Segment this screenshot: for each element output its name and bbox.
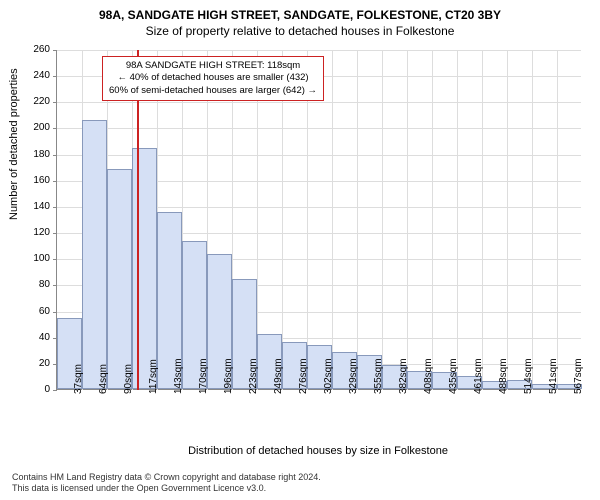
histogram-bar bbox=[132, 148, 157, 389]
ytick-label: 120 bbox=[20, 227, 50, 238]
gridline-v bbox=[357, 50, 358, 390]
xtick-label: 567sqm bbox=[573, 358, 584, 394]
gridline-h bbox=[57, 128, 581, 129]
ytick-mark bbox=[53, 207, 57, 208]
ytick-label: 160 bbox=[20, 175, 50, 186]
gridline-v bbox=[507, 50, 508, 390]
xtick-label: 435sqm bbox=[448, 358, 459, 394]
ytick-label: 40 bbox=[20, 332, 50, 343]
annotation-line1: 98A SANDGATE HIGH STREET: 118sqm bbox=[109, 60, 317, 72]
attribution-text: Contains HM Land Registry data © Crown c… bbox=[12, 472, 321, 495]
xtick-label: 37sqm bbox=[73, 364, 84, 394]
ytick-mark bbox=[53, 76, 57, 77]
ytick-label: 80 bbox=[20, 279, 50, 290]
xtick-label: 461sqm bbox=[473, 358, 484, 394]
ytick-label: 0 bbox=[20, 384, 50, 395]
xtick-label: 196sqm bbox=[223, 358, 234, 394]
gridline-v bbox=[532, 50, 533, 390]
xtick-label: 514sqm bbox=[523, 358, 534, 394]
gridline-h bbox=[57, 102, 581, 103]
xtick-label: 64sqm bbox=[98, 364, 109, 394]
ytick-label: 220 bbox=[20, 96, 50, 107]
annotation-line2: ← 40% of detached houses are smaller (43… bbox=[109, 72, 317, 84]
ytick-mark bbox=[53, 155, 57, 156]
x-axis-label: Distribution of detached houses by size … bbox=[56, 445, 580, 457]
ytick-label: 200 bbox=[20, 122, 50, 133]
ytick-label: 240 bbox=[20, 70, 50, 81]
ytick-label: 180 bbox=[20, 149, 50, 160]
gridline-v bbox=[432, 50, 433, 390]
xtick-label: 355sqm bbox=[373, 358, 384, 394]
gridline-v bbox=[457, 50, 458, 390]
ytick-mark bbox=[53, 390, 57, 391]
ytick-label: 60 bbox=[20, 306, 50, 317]
xtick-label: 382sqm bbox=[398, 358, 409, 394]
xtick-label: 170sqm bbox=[198, 358, 209, 394]
histogram-bar bbox=[82, 120, 107, 389]
ytick-mark bbox=[53, 259, 57, 260]
xtick-label: 302sqm bbox=[323, 358, 334, 394]
y-axis-label: Number of detached properties bbox=[8, 68, 20, 220]
ytick-mark bbox=[53, 285, 57, 286]
xtick-label: 90sqm bbox=[123, 364, 134, 394]
ytick-mark bbox=[53, 102, 57, 103]
xtick-label: 541sqm bbox=[548, 358, 559, 394]
annotation-line3: 60% of semi-detached houses are larger (… bbox=[109, 85, 317, 97]
attribution-line2: This data is licensed under the Open Gov… bbox=[12, 483, 321, 494]
ytick-mark bbox=[53, 233, 57, 234]
ytick-label: 100 bbox=[20, 253, 50, 264]
ytick-mark bbox=[53, 312, 57, 313]
histogram-bar bbox=[107, 169, 132, 389]
xtick-label: 329sqm bbox=[348, 358, 359, 394]
chart-area: Distribution of detached houses by size … bbox=[56, 50, 580, 390]
chart-title-main: 98A, SANDGATE HIGH STREET, SANDGATE, FOL… bbox=[0, 0, 600, 22]
ytick-mark bbox=[53, 128, 57, 129]
gridline-v bbox=[382, 50, 383, 390]
ytick-label: 260 bbox=[20, 44, 50, 55]
gridline-h bbox=[57, 50, 581, 51]
xtick-label: 117sqm bbox=[148, 359, 159, 394]
ytick-mark bbox=[53, 181, 57, 182]
xtick-label: 223sqm bbox=[248, 358, 259, 394]
xtick-label: 143sqm bbox=[173, 358, 184, 394]
gridline-v bbox=[557, 50, 558, 390]
gridline-v bbox=[332, 50, 333, 390]
ytick-label: 140 bbox=[20, 201, 50, 212]
gridline-v bbox=[482, 50, 483, 390]
xtick-label: 488sqm bbox=[498, 358, 509, 394]
xtick-label: 276sqm bbox=[298, 358, 309, 394]
xtick-label: 249sqm bbox=[273, 358, 284, 394]
marker-annotation: 98A SANDGATE HIGH STREET: 118sqm ← 40% o… bbox=[102, 56, 324, 101]
ytick-label: 20 bbox=[20, 358, 50, 369]
ytick-mark bbox=[53, 50, 57, 51]
chart-title-sub: Size of property relative to detached ho… bbox=[0, 22, 600, 38]
xtick-label: 408sqm bbox=[423, 358, 434, 394]
attribution-line1: Contains HM Land Registry data © Crown c… bbox=[12, 472, 321, 483]
gridline-v bbox=[407, 50, 408, 390]
